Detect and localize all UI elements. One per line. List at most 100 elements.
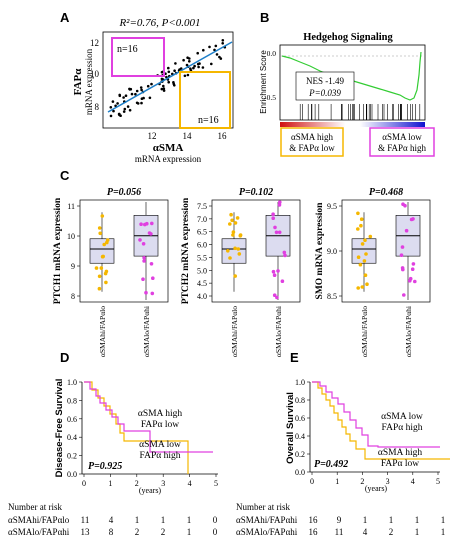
ytick-label: 0.6 bbox=[67, 415, 77, 424]
data-point bbox=[400, 245, 405, 249]
xtick-label: 3 bbox=[161, 479, 165, 488]
boxplot-1: P=0.056 8 9 10 11 PTCH1 mRNA expression αSMAhi… bbox=[53, 187, 169, 357]
risk-value: 16 bbox=[309, 515, 319, 525]
boxplot-frame bbox=[79, 199, 169, 303]
ytick-label: 1.0 bbox=[295, 378, 305, 387]
box bbox=[221, 238, 247, 264]
risk-value: 1 bbox=[363, 515, 368, 525]
scatter-point bbox=[148, 96, 152, 100]
risk-row-label: αSMAlo/FAPαhi bbox=[236, 527, 298, 537]
data-point bbox=[150, 221, 154, 226]
data-point bbox=[365, 282, 369, 287]
data-point bbox=[230, 218, 234, 223]
a-xtick: 14 bbox=[183, 131, 193, 141]
ytick-label: 0.8 bbox=[295, 396, 305, 405]
boxplot-ytick: 11 bbox=[67, 202, 75, 211]
data-point bbox=[364, 252, 368, 256]
data-point bbox=[272, 273, 277, 278]
data-point bbox=[100, 214, 105, 218]
scatter-point bbox=[112, 109, 115, 113]
data-point bbox=[236, 247, 241, 251]
e-xunit: (years) bbox=[365, 484, 388, 493]
d-label-high-2: FAPα low bbox=[141, 420, 179, 430]
data-point bbox=[356, 211, 360, 216]
data-point bbox=[359, 217, 364, 221]
data-point bbox=[276, 269, 280, 273]
data-point bbox=[401, 267, 405, 272]
boxplot-xcat: αSMAlo/FAPαhi bbox=[404, 306, 413, 357]
xtick-label: 4 bbox=[188, 479, 192, 488]
panel-e: E 0.0 0.2 0.4 0.6 0.8 1.0 0 1 2 3 4 5 αSMA low FAPα… bbox=[236, 350, 450, 537]
data-point bbox=[229, 212, 233, 217]
data-point bbox=[235, 216, 240, 220]
scatter-point bbox=[160, 87, 164, 91]
data-point bbox=[404, 228, 409, 233]
risk-value: 1 bbox=[441, 515, 446, 525]
panel-d: D 0.0 0.2 0.4 0.6 0.8 1.0 0 1 2 3 4 5 αSMA high FAP… bbox=[8, 350, 218, 537]
data-point bbox=[94, 266, 99, 270]
data-point bbox=[149, 232, 153, 236]
boxplot-frame bbox=[211, 199, 301, 303]
boxplot-ytick: 9.0 bbox=[327, 247, 337, 256]
d-label-low-1: αSMA low bbox=[139, 440, 181, 450]
data-point bbox=[280, 279, 285, 284]
scatter-point bbox=[193, 64, 196, 68]
data-point bbox=[97, 226, 102, 230]
panel-a-frame bbox=[102, 31, 234, 129]
data-point bbox=[408, 276, 413, 281]
b-right-label-2: & FAPα high bbox=[378, 143, 427, 153]
b-left-label-2: & FAPα low bbox=[289, 143, 335, 153]
panel-d-letter: D bbox=[60, 350, 69, 365]
risk-value: 1 bbox=[415, 515, 420, 525]
a-xtick: 12 bbox=[148, 131, 157, 141]
scatter-point bbox=[124, 94, 128, 97]
scatter-point bbox=[135, 89, 139, 93]
data-point bbox=[233, 221, 238, 225]
ytick-label: 0.4 bbox=[295, 432, 305, 441]
data-point bbox=[283, 253, 287, 258]
gene-hits bbox=[299, 104, 421, 120]
scatter-point bbox=[165, 75, 168, 79]
data-point bbox=[98, 231, 102, 236]
data-point bbox=[411, 262, 416, 266]
d-risk-title: Number at risk bbox=[8, 502, 62, 512]
d-label-high-1: αSMA high bbox=[138, 409, 183, 419]
data-point bbox=[274, 230, 279, 235]
scatter-point bbox=[109, 114, 113, 118]
scatter-point bbox=[140, 88, 143, 92]
risk-value: 11 bbox=[335, 527, 344, 537]
boxplot-ylabel: PTCH2 mRNA expression bbox=[181, 197, 191, 304]
panel-e-letter: E bbox=[290, 350, 299, 365]
data-point bbox=[228, 256, 232, 260]
scatter-point bbox=[210, 62, 213, 66]
scatter-point bbox=[122, 96, 125, 99]
boxplot-xcat: αSMAhi/FAPαlo bbox=[230, 306, 239, 357]
boxplot-ylabel: PTCH1 mRNA expression bbox=[53, 197, 63, 304]
e-curve-orange bbox=[312, 381, 450, 460]
risk-value: 13 bbox=[81, 527, 91, 537]
b-left-label-1: αSMA high bbox=[291, 132, 333, 142]
data-point bbox=[277, 203, 282, 207]
scatter-point bbox=[183, 74, 187, 78]
scatter-point bbox=[188, 60, 191, 63]
boxplot-ytick: 4.5 bbox=[197, 279, 207, 288]
boxplot-ytick: 7.5 bbox=[197, 202, 207, 211]
xtick-label: 1 bbox=[108, 479, 112, 488]
data-point bbox=[271, 216, 276, 220]
data-point bbox=[360, 285, 365, 289]
data-point bbox=[228, 222, 232, 226]
scatter-point bbox=[174, 62, 177, 65]
boxplot-ytick: 6.0 bbox=[197, 241, 207, 250]
panel-a-letter: A bbox=[60, 10, 70, 25]
risk-value: 9 bbox=[337, 515, 342, 525]
data-point bbox=[142, 255, 146, 260]
data-point bbox=[151, 276, 155, 281]
data-point bbox=[402, 293, 406, 297]
scatter-point bbox=[122, 110, 126, 113]
data-point bbox=[363, 238, 367, 242]
scatter-point bbox=[162, 89, 166, 92]
scatter-point bbox=[114, 104, 117, 108]
